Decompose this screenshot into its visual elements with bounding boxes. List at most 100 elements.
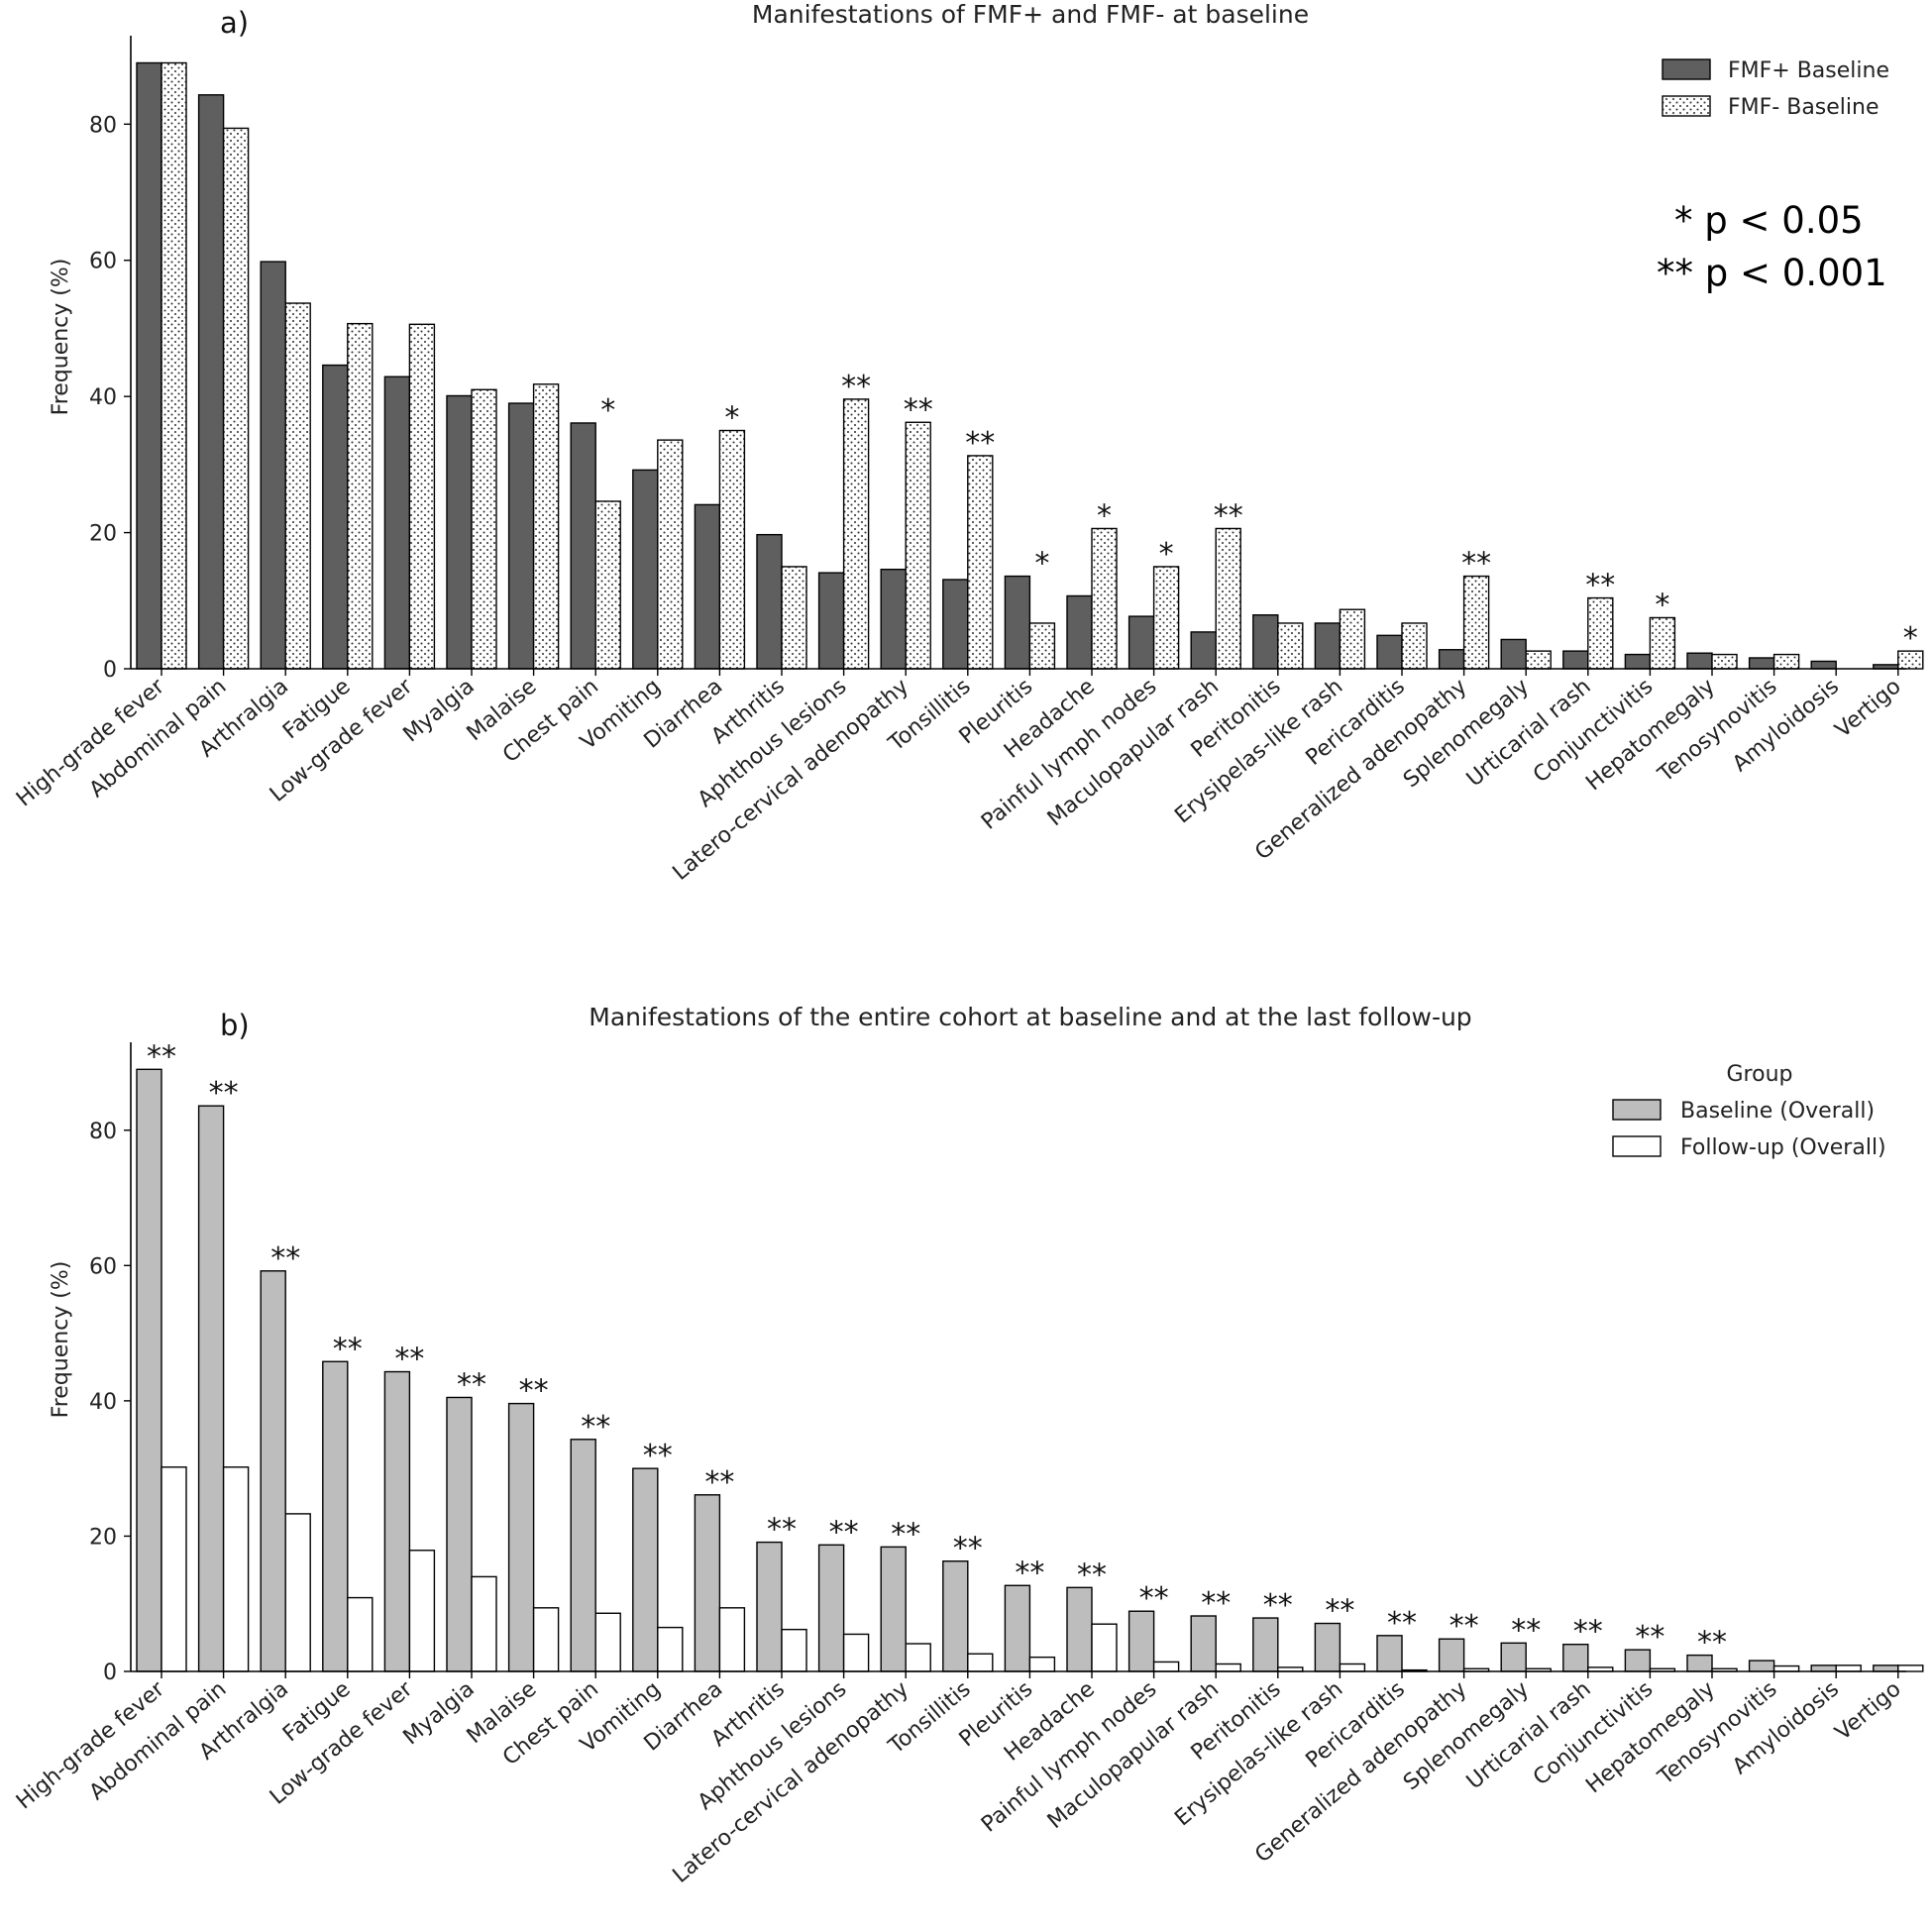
significance-marker-painful-lymph-nodes: ** [1139,1581,1169,1616]
significance-marker-low-grade-fever: ** [394,1342,424,1377]
bar-baseline-overall-tenosynovitis [1748,1660,1775,1672]
bar-follow-up-overall-malaise [532,1607,560,1672]
bar-baseline-overall-vomiting [632,1467,659,1672]
bar-baseline-overall-aphthous-lesions [817,1544,845,1672]
bar-baseline-overall-abdominal-pain [197,1105,225,1672]
bar-baseline-overall-latero-cervical-adenopathy [880,1546,907,1672]
bar-fmf-baseline-chest-pain [570,422,596,670]
significance-marker-chest-pain: * [600,393,615,428]
panel-a-title: Manifestations of FMF+ and FMF- at basel… [752,0,1309,29]
bar-fmf-baseline-peritonitis [1277,622,1304,670]
bar-fmf-baseline-splenomegaly [1500,638,1527,670]
bar-fmf-baseline-pleuritis [1004,575,1031,670]
bar-fmf-baseline-peritonitis [1252,614,1279,670]
bar-fmf-baseline-vomiting [657,439,684,670]
legend-label-follow-up: Follow-up (Overall) [1680,1135,1886,1160]
significance-marker-painful-lymph-nodes: * [1159,537,1174,572]
bar-fmf-baseline-urticarial-rash [1562,650,1589,670]
bar-fmf-baseline-abdominal-pain [197,94,225,670]
legend-label-fmf-minus: FMF- Baseline [1728,95,1879,120]
legend-swatch-fmf-minus [1662,95,1711,117]
bar-fmf-baseline-hepatomegaly [1711,653,1738,670]
bar-fmf-baseline-tonsillitis [942,579,969,670]
bar-baseline-overall-myalgia [446,1396,473,1672]
bar-follow-up-overall-aphthous-lesions [842,1633,870,1672]
significance-marker-diarrhea: * [724,401,739,436]
legend-swatch-follow-up [1612,1135,1662,1157]
bar-fmf-baseline-tenosynovitis [1748,657,1775,670]
significance-marker-generalized-adenopathy: ** [1461,547,1491,582]
bar-fmf-baseline-diarrhea [694,503,721,670]
bar-baseline-overall-painful-lymph-nodes [1127,1610,1155,1672]
significance-marker-fatigue: ** [333,1332,363,1366]
bar-fmf-baseline-conjunctivitis [1624,653,1652,670]
significance-marker-erysipelas-like-rash: ** [1325,1594,1354,1629]
bar-fmf-baseline-low-grade-fever [408,323,436,670]
bar-baseline-overall-arthralgia [260,1270,286,1672]
bar-baseline-overall-low-grade-fever [383,1370,411,1672]
bar-fmf-baseline-malaise [507,402,535,670]
bar-fmf-baseline-high-grade-fever [136,61,162,670]
y-tick-label: 60 [89,1254,117,1279]
bar-fmf-baseline-maculopapular-rash [1190,631,1217,670]
significance-marker-diarrhea: ** [704,1465,734,1500]
x-tick-label-amyloidosis: Amyloidosis [1728,1676,1844,1779]
significance-marker-conjunctivitis: * [1655,588,1669,622]
bar-fmf-baseline-latero-cervical-adenopathy [905,421,931,670]
y-tick-label: 0 [103,1661,117,1685]
y-tick-label: 20 [89,1525,117,1550]
significance-marker-abdominal-pain: ** [209,1076,239,1111]
bar-baseline-overall-tonsillitis [942,1560,969,1672]
bar-fmf-baseline-vomiting [632,469,659,670]
bar-baseline-overall-diarrhea [694,1494,721,1672]
bar-fmf-baseline-high-grade-fever [161,61,187,670]
bar-follow-up-overall-pleuritis [1028,1656,1056,1672]
bar-fmf-baseline-chest-pain [594,500,621,670]
panel-a-chart: a) Manifestations of FMF+ and FMF- at ba… [12,0,1924,886]
significance-marker-malaise: ** [519,1374,549,1409]
bar-follow-up-overall-arthritis [781,1628,807,1672]
bar-fmf-baseline-generalized-adenopathy [1438,649,1465,670]
bar-fmf-baseline-pleuritis [1028,622,1056,670]
bar-fmf-baseline-diarrhea [718,429,746,670]
bar-follow-up-overall-abdominal-pain [222,1466,250,1672]
significance-marker-chest-pain: ** [581,1410,610,1445]
significance-marker-urticarial-rash: ** [1585,569,1615,603]
bar-fmf-baseline-erysipelas-like-rash [1314,622,1342,670]
bar-fmf-baseline-maculopapular-rash [1215,527,1241,670]
significance-marker-vertigo: * [1903,621,1918,656]
bar-baseline-overall-fatigue [322,1360,349,1672]
bar-fmf-baseline-pericarditis [1401,622,1428,670]
bar-baseline-overall-pericarditis [1376,1635,1403,1672]
legend-swatch-fmf-plus [1662,58,1711,80]
bar-follow-up-overall-erysipelas-like-rash [1339,1663,1366,1672]
bar-fmf-baseline-splenomegaly [1525,650,1552,670]
bar-baseline-overall-high-grade-fever [136,1068,162,1672]
bar-fmf-baseline-generalized-adenopathy [1462,575,1490,670]
panel-b-bars [136,1068,1924,1672]
significance-marker-arthritis: ** [767,1513,797,1548]
panel-b-title: Manifestations of the entire cohort at b… [589,1003,1471,1031]
bar-baseline-overall-malaise [507,1402,535,1672]
bar-follow-up-overall-latero-cervical-adenopathy [905,1643,931,1672]
significance-note-single: * p < 0.05 [1674,199,1864,242]
bar-fmf-baseline-arthritis [756,533,783,670]
y-tick-label: 40 [89,385,117,410]
bar-follow-up-overall-amyloidosis [1835,1664,1862,1672]
x-tick-label-vertigo: Vertigo [1831,674,1906,742]
significance-marker-hepatomegaly: ** [1697,1626,1727,1661]
bar-fmf-baseline-conjunctivitis [1649,616,1676,670]
bar-fmf-baseline-pericarditis [1376,634,1403,670]
significance-marker-vomiting: ** [643,1439,673,1473]
legend-swatch-baseline [1612,1099,1662,1121]
significance-marker-maculopapular-rash: ** [1214,498,1243,533]
significance-marker-aphthous-lesions: ** [841,370,871,404]
bar-fmf-baseline-low-grade-fever [383,376,411,670]
x-tick-label-vertigo: Vertigo [1831,1676,1906,1745]
bar-fmf-baseline-aphthous-lesions [842,398,870,670]
significance-marker-arthralgia: ** [270,1241,300,1276]
bar-follow-up-overall-fatigue [347,1596,374,1672]
significance-marker-peritonitis: ** [1263,1588,1293,1623]
